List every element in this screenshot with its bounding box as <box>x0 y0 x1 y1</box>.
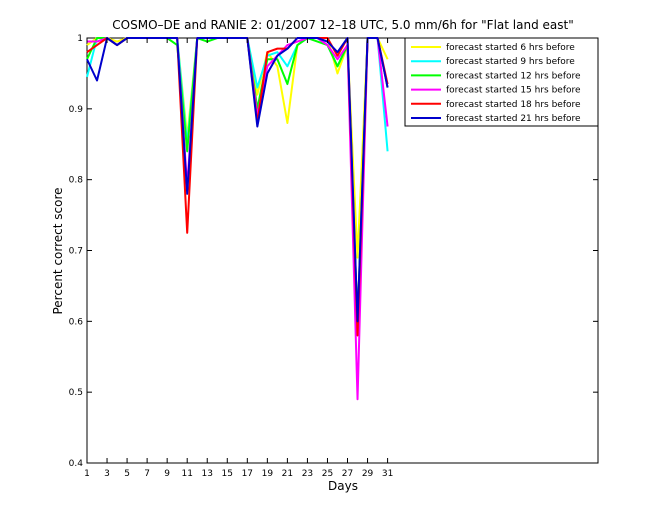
x-tick-label: 23 <box>302 469 313 479</box>
series-line-6 <box>86 37 389 323</box>
y-tick-label: 0.8 <box>69 176 84 186</box>
series-layer <box>86 37 389 401</box>
legend-label-6: forecast started 21 hrs before <box>446 114 581 124</box>
y-tick-label: 0.9 <box>69 105 84 115</box>
y-tick-label: 0.4 <box>69 459 84 469</box>
x-tick-label: 5 <box>124 469 130 479</box>
x-tick-label: 7 <box>144 469 150 479</box>
y-tick-label: 1 <box>77 34 83 44</box>
x-tick-label: 21 <box>282 469 293 479</box>
legend-label-2: forecast started 9 hrs before <box>446 57 575 67</box>
x-tick-label: 29 <box>362 469 374 479</box>
legend-label-3: forecast started 12 hrs before <box>446 71 581 81</box>
y-tick-label: 0.5 <box>69 388 83 398</box>
x-tick-label: 27 <box>342 469 353 479</box>
x-tick-label: 9 <box>164 469 170 479</box>
x-tick-label: 19 <box>262 469 274 479</box>
y-tick-label: 0.6 <box>69 317 84 327</box>
x-tick-label: 3 <box>104 469 110 479</box>
y-axis-label: Percent correct score <box>51 187 65 314</box>
legend-label-5: forecast started 18 hrs before <box>446 100 581 110</box>
legend-label-1: forecast started 6 hrs before <box>446 43 575 53</box>
x-tick-label: 31 <box>382 469 393 479</box>
chart-title: COSMO–DE and RANIE 2: 01/2007 12–18 UTC,… <box>112 18 573 32</box>
x-axis-label: Days <box>328 479 358 493</box>
legend-box <box>404 37 599 127</box>
legend: forecast started 6 hrs before forecast st… <box>404 37 599 127</box>
tick-layer: 1 3 5 7 9 11 13 15 17 19 21 23 25 27 29 310.40.50.60.70… <box>69 34 598 479</box>
legend-label-4: forecast started 15 hrs before <box>446 86 581 96</box>
legend-items: forecast started 6 hrs before forecast st… <box>411 43 581 124</box>
x-tick-label: 1 <box>84 469 90 479</box>
x-tick-label: 11 <box>181 469 192 479</box>
x-tick-label: 13 <box>202 469 213 479</box>
x-tick-label: 25 <box>322 469 333 479</box>
y-tick-label: 0.7 <box>69 247 83 257</box>
x-tick-label: 15 <box>222 469 233 479</box>
x-tick-label: 17 <box>242 469 253 479</box>
